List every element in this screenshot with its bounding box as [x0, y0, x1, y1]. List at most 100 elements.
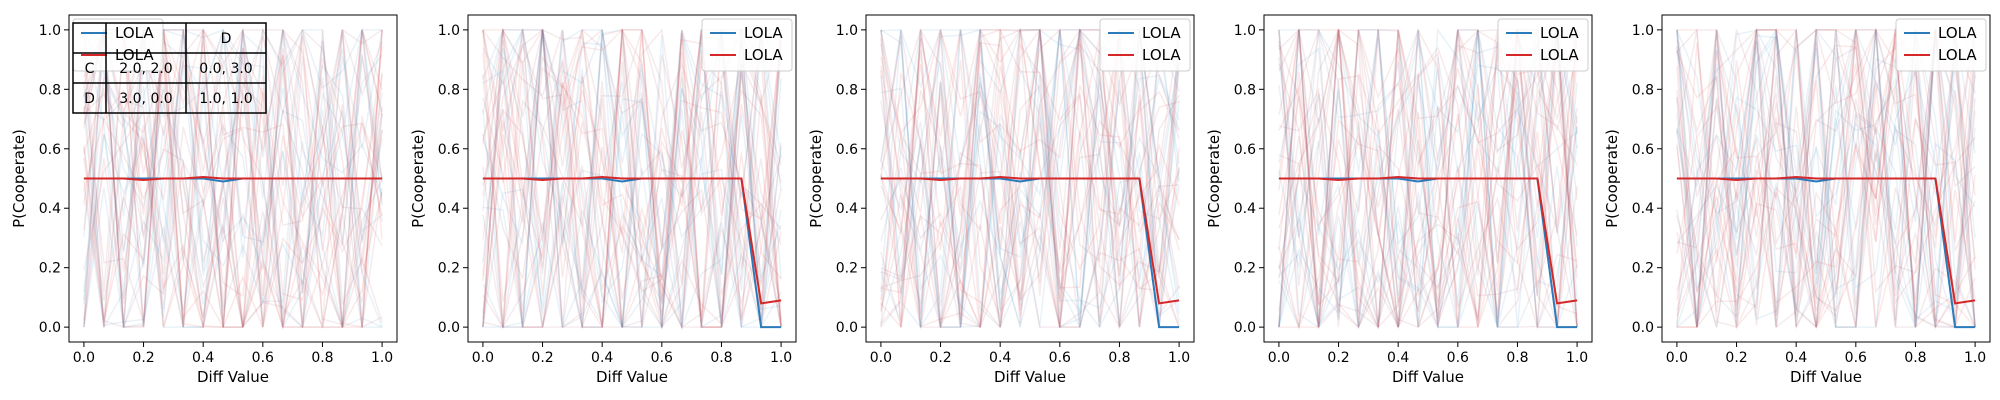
background-trace	[83, 48, 383, 328]
background-trace	[482, 28, 782, 328]
x-axis-label: Diff Value	[1790, 368, 1862, 386]
background-trace	[880, 29, 1180, 330]
x-tick-label: 0.6	[252, 350, 274, 366]
background-trace	[1278, 27, 1578, 310]
background-trace	[880, 27, 1180, 329]
background-traces	[1278, 27, 1578, 330]
axes-frame	[68, 14, 398, 343]
background-trace	[1278, 29, 1578, 328]
y-tick-label: 0.4	[1632, 201, 1654, 217]
background-trace	[880, 28, 1180, 330]
background-trace	[1676, 27, 1976, 328]
background-trace	[83, 29, 383, 328]
y-tick-label: 0.8	[438, 82, 460, 98]
background-trace	[83, 40, 383, 328]
x-tick-label: 1.0	[1168, 350, 1190, 366]
background-trace	[880, 29, 1180, 328]
background-trace	[482, 27, 782, 329]
x-tick-label: 0.8	[1506, 350, 1528, 366]
background-trace	[880, 28, 1180, 328]
y-axis-label: P(Cooperate)	[409, 129, 427, 228]
background-trace	[482, 29, 782, 330]
background-trace	[83, 27, 383, 328]
background-trace	[1278, 29, 1578, 330]
x-tick-label: 0.4	[989, 350, 1011, 366]
background-trace	[1676, 29, 1976, 328]
background-trace	[1676, 29, 1976, 328]
y-axis-label: P(Cooperate)	[10, 129, 28, 228]
y-axis-label: P(Cooperate)	[1603, 129, 1621, 228]
background-trace	[1278, 29, 1578, 328]
background-trace	[1278, 29, 1578, 328]
background-trace	[482, 61, 782, 328]
background-trace	[880, 29, 1180, 328]
background-trace	[482, 28, 782, 328]
background-trace	[83, 29, 383, 328]
legend: LOLA LOLA	[1497, 18, 1589, 72]
x-tick-label: 0.4	[1785, 350, 1807, 366]
x-tick-label: 0.4	[591, 350, 613, 366]
x-tick-label: 0.8	[1108, 350, 1130, 366]
background-trace	[880, 29, 1180, 328]
series-line-2	[1676, 175, 1976, 305]
background-trace	[1676, 29, 1976, 330]
background-trace	[1278, 29, 1578, 329]
background-trace	[1278, 29, 1578, 328]
y-tick-label: 0.8	[39, 82, 61, 98]
y-tick-label: 0.4	[836, 201, 858, 217]
legend-entry: LOLA	[1938, 24, 1977, 42]
background-trace	[1676, 29, 1976, 328]
x-tick-label: 0.6	[1447, 350, 1469, 366]
background-trace	[880, 29, 1180, 328]
x-tick-label: 0.0	[1268, 350, 1290, 366]
background-trace	[1676, 28, 1976, 329]
background-trace	[1278, 34, 1578, 328]
background-trace	[880, 29, 1180, 328]
legend: LOLA LOLA	[1895, 18, 1987, 72]
axes-frame	[865, 14, 1195, 343]
background-trace	[1676, 46, 1976, 328]
background-trace	[1278, 29, 1578, 330]
background-trace	[1676, 29, 1976, 329]
y-tick-label: 0.2	[39, 261, 61, 277]
background-trace	[880, 29, 1180, 328]
background-traces	[1676, 26, 1976, 331]
background-trace	[1278, 29, 1578, 330]
background-trace	[83, 28, 383, 328]
background-trace	[482, 29, 782, 330]
table-cell: D	[84, 91, 95, 107]
background-trace	[1676, 29, 1976, 328]
background-trace	[880, 27, 1180, 328]
background-trace	[482, 29, 782, 329]
axes-frame	[467, 14, 797, 343]
background-trace	[482, 97, 782, 328]
background-trace	[482, 29, 782, 328]
legend-entry: LOLA	[1540, 24, 1579, 42]
background-trace	[482, 28, 782, 328]
subplot-5: 0.0 0.2 0.4 0.6 0.8 1.0 0.0 0.2 0.4 0.6 0.8 1.0 Diff…	[1603, 14, 1991, 386]
background-trace	[1676, 29, 1976, 328]
background-trace	[482, 29, 782, 330]
x-tick-label: 0.2	[531, 350, 553, 366]
legend-entry: LOLA	[115, 46, 154, 64]
background-trace	[1676, 29, 1976, 328]
background-trace	[1278, 29, 1578, 330]
background-trace	[83, 27, 383, 328]
y-tick-label: 0.4	[438, 201, 460, 217]
x-tick-label: 0.4	[192, 350, 214, 366]
background-trace	[482, 29, 782, 328]
background-trace	[482, 27, 782, 328]
background-trace	[482, 29, 782, 330]
x-axis-label: Diff Value	[1392, 368, 1464, 386]
background-trace	[83, 40, 383, 328]
y-tick-label: 0.6	[1234, 142, 1256, 158]
background-trace	[1278, 29, 1578, 328]
background-trace	[482, 28, 782, 330]
background-trace	[1278, 29, 1578, 325]
y-tick-label: 0.8	[1632, 82, 1654, 98]
x-tick-label: 0.8	[710, 350, 732, 366]
x-tick-label: 0.2	[132, 350, 154, 366]
y-tick-label: 0.0	[836, 320, 858, 336]
background-trace	[83, 27, 383, 323]
background-trace	[482, 27, 782, 330]
